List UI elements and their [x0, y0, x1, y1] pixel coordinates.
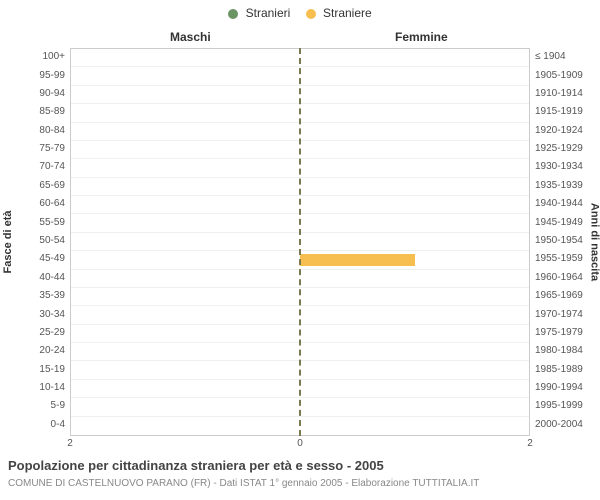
legend-swatch-female	[306, 9, 316, 19]
y-right-label: 1930-1934	[535, 162, 597, 172]
y-left-label: 80-84	[0, 126, 65, 136]
panel-title-male: Maschi	[170, 30, 211, 44]
y-left-label: 55-59	[0, 218, 65, 228]
population-pyramid-chart: Stranieri Straniere Maschi Femmine Fasce…	[0, 0, 600, 500]
center-axis-line	[299, 48, 301, 436]
y-right-label: 1935-1939	[535, 181, 597, 191]
y-left-label: 0-4	[0, 420, 65, 430]
y-left-label: 30-34	[0, 310, 65, 320]
y-right-label: 1915-1919	[535, 107, 597, 117]
y-right-label: 1985-1989	[535, 365, 597, 375]
x-axis: 2 0 2	[70, 438, 530, 454]
legend-item-male: Stranieri	[228, 6, 290, 20]
panel-title-female: Femmine	[395, 30, 448, 44]
y-right-label: ≤ 1904	[535, 52, 597, 62]
y-left-label: 70-74	[0, 162, 65, 172]
legend: Stranieri Straniere	[0, 6, 600, 20]
chart-subtitle: COMUNE DI CASTELNUOVO PARANO (FR) - Dati…	[8, 478, 592, 489]
y-right-label: 1955-1959	[535, 254, 597, 264]
y-left-label: 60-64	[0, 199, 65, 209]
y-right-label: 1995-1999	[535, 401, 597, 411]
x-tick-center: 0	[297, 438, 303, 449]
y-axis-right-labels: ≤ 1904 1905-1909 1910-1914 1915-1919 1920-19…	[535, 48, 597, 436]
y-left-label: 45-49	[0, 254, 65, 264]
y-right-label: 1920-1924	[535, 126, 597, 136]
y-right-label: 1960-1964	[535, 273, 597, 283]
y-right-label: 1975-1979	[535, 328, 597, 338]
y-left-label: 5-9	[0, 401, 65, 411]
y-right-label: 1990-1994	[535, 383, 597, 393]
y-left-label: 50-54	[0, 236, 65, 246]
legend-item-female: Straniere	[306, 6, 372, 20]
y-axis-left-labels: 100+ 95-99 90-94 85-89 80-84 75-79 70-74 65-69 6…	[0, 48, 65, 436]
y-left-label: 90-94	[0, 89, 65, 99]
legend-label-female: Straniere	[323, 6, 372, 20]
y-right-label: 1905-1909	[535, 71, 597, 81]
y-left-label: 25-29	[0, 328, 65, 338]
y-right-label: 1950-1954	[535, 236, 597, 246]
y-right-label: 1925-1929	[535, 144, 597, 154]
x-tick-right-max: 2	[527, 438, 533, 449]
y-left-label: 85-89	[0, 107, 65, 117]
y-right-label: 1940-1944	[535, 199, 597, 209]
y-left-label: 75-79	[0, 144, 65, 154]
y-right-label: 1965-1969	[535, 291, 597, 301]
x-tick-left-max: 2	[67, 438, 73, 449]
legend-swatch-male	[228, 9, 238, 19]
y-right-label: 2000-2004	[535, 420, 597, 430]
chart-title: Popolazione per cittadinanza straniera p…	[8, 458, 384, 473]
y-left-label: 65-69	[0, 181, 65, 191]
y-right-label: 1970-1974	[535, 310, 597, 320]
y-left-label: 95-99	[0, 71, 65, 81]
y-left-label: 20-24	[0, 346, 65, 356]
y-left-label: 40-44	[0, 273, 65, 283]
y-left-label: 35-39	[0, 291, 65, 301]
bar-female	[300, 254, 415, 265]
y-right-label: 1980-1984	[535, 346, 597, 356]
y-left-label: 15-19	[0, 365, 65, 375]
y-right-label: 1910-1914	[535, 89, 597, 99]
legend-label-male: Stranieri	[246, 6, 291, 20]
y-right-label: 1945-1949	[535, 218, 597, 228]
y-left-label: 10-14	[0, 383, 65, 393]
y-left-label: 100+	[0, 52, 65, 62]
